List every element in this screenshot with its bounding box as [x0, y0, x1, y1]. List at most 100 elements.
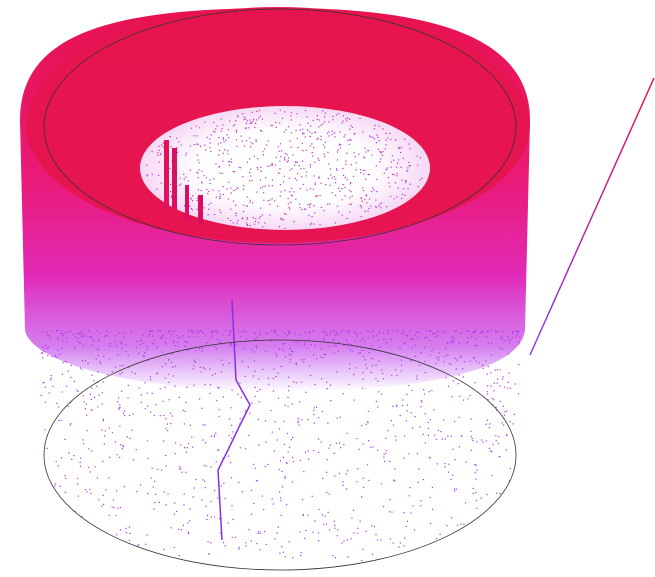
point	[467, 398, 469, 400]
point	[508, 372, 510, 374]
point	[349, 368, 351, 370]
point	[380, 207, 382, 209]
point	[196, 171, 198, 173]
point	[207, 338, 209, 340]
point	[265, 350, 267, 352]
point	[518, 363, 520, 366]
point	[324, 515, 326, 517]
point	[383, 456, 385, 458]
point	[78, 332, 80, 334]
point	[280, 218, 282, 220]
point	[336, 205, 338, 207]
point	[148, 335, 150, 337]
point	[309, 206, 311, 208]
point	[174, 502, 176, 504]
point	[180, 183, 182, 185]
point	[251, 402, 253, 404]
point	[191, 200, 193, 202]
point	[195, 125, 197, 127]
point	[367, 173, 369, 175]
point	[444, 331, 447, 333]
point	[502, 348, 504, 350]
point	[54, 356, 56, 358]
point	[375, 534, 377, 536]
point	[84, 334, 86, 336]
point	[116, 454, 118, 456]
point	[305, 175, 307, 177]
point	[228, 164, 231, 166]
point	[201, 170, 203, 172]
point	[286, 504, 288, 506]
point	[165, 337, 167, 339]
point	[164, 377, 166, 379]
point	[347, 470, 349, 472]
point	[238, 548, 240, 550]
point	[455, 330, 457, 332]
point	[119, 456, 121, 458]
point	[377, 449, 379, 451]
point	[270, 410, 272, 412]
point	[284, 404, 286, 406]
point	[364, 169, 366, 172]
point	[171, 196, 173, 198]
point	[169, 183, 171, 185]
point	[92, 338, 94, 340]
point	[337, 529, 339, 531]
point	[513, 413, 515, 415]
point	[342, 184, 344, 186]
point	[369, 135, 371, 137]
point	[408, 161, 410, 163]
point	[238, 481, 240, 483]
point	[79, 465, 81, 467]
point	[336, 331, 338, 333]
point	[262, 186, 264, 188]
point	[213, 434, 215, 436]
point	[146, 392, 148, 394]
point	[64, 360, 66, 362]
point	[230, 407, 232, 409]
point	[358, 153, 360, 155]
point	[360, 198, 362, 200]
point	[82, 344, 84, 346]
point	[428, 391, 430, 393]
point	[359, 520, 361, 522]
point	[357, 527, 359, 529]
point	[421, 401, 423, 403]
point	[388, 182, 390, 184]
point	[436, 357, 438, 359]
point	[341, 199, 343, 201]
point	[197, 177, 199, 179]
point	[322, 477, 324, 479]
point	[406, 410, 408, 412]
point	[375, 199, 377, 201]
point	[349, 211, 351, 213]
point	[302, 150, 304, 152]
point	[339, 147, 341, 149]
point	[301, 176, 303, 178]
point	[335, 194, 337, 197]
point	[227, 217, 229, 219]
point	[500, 337, 502, 339]
point	[401, 193, 404, 195]
point	[406, 404, 408, 406]
point	[142, 355, 144, 357]
point	[431, 350, 433, 352]
point	[368, 174, 370, 176]
point	[327, 151, 329, 153]
point	[354, 340, 356, 342]
point	[362, 355, 365, 358]
point	[79, 461, 81, 463]
point	[267, 140, 269, 142]
point	[69, 424, 71, 426]
point	[80, 457, 82, 459]
point	[222, 186, 224, 188]
point	[74, 510, 76, 512]
point	[232, 431, 234, 433]
point	[221, 172, 223, 174]
point	[158, 174, 160, 176]
point	[200, 371, 202, 373]
point	[289, 348, 291, 350]
point	[187, 330, 190, 332]
point	[329, 334, 331, 336]
point	[348, 189, 351, 192]
